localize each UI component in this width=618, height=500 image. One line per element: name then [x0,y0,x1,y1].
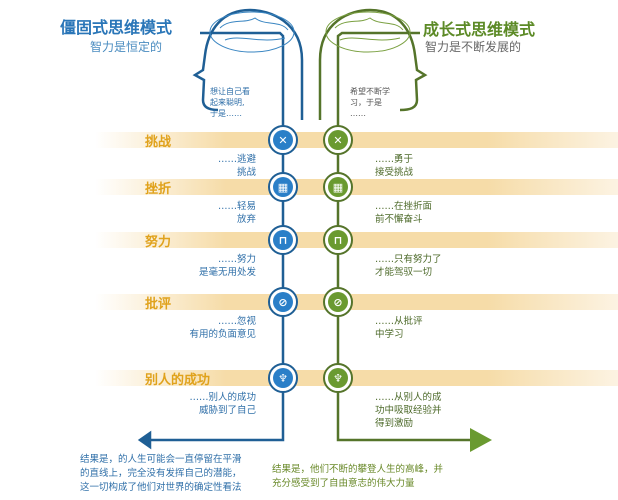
growth-response: ……勇于接受挑战 [375,153,413,179]
response-line: 中学习 [375,329,404,340]
response-line: 接受挑战 [375,167,414,178]
row-label: 挑战 [145,135,172,150]
growth-mindset-subtitle: 智力是不断发展的 [425,40,522,54]
response-line: ……努力 [217,254,256,265]
fixed-response: ……努力是毫无用处发 [199,253,256,279]
thought-line: …… [350,109,366,118]
growth-lungs-icon: ♆ [323,363,353,393]
row-label: 批评 [145,297,172,312]
response-line: ……从别人的成 [375,392,442,403]
growth-arrows-cross-icon: ✕ [323,125,353,155]
fixed-prohibited-icon: ⊘ [268,287,298,317]
response-line: 是毫无用处发 [198,267,256,278]
response-line: 挑战 [236,167,256,178]
row-band [95,132,618,148]
response-line: 放弃 [236,214,256,225]
fixed-response: ……别人的成功威胁到了自己 [189,391,256,417]
fixed-arrows-cross-icon: ✕ [268,125,298,155]
response-line: ……从批评 [375,316,423,327]
fixed-lungs-icon: ♆ [268,363,298,393]
thought-line: 于是…… [210,109,242,118]
growth-mindset-title: 成长式思维模式 [423,20,536,39]
response-line: 才能驾驭一切 [375,267,433,278]
fixed-brain-icon [209,11,295,53]
fixed-head-outline [137,8,304,450]
growth-weightlift-icon: ⊓ [323,225,353,255]
growth-brain-icon [325,11,411,53]
fixed-response: ……忽视有用的负面意见 [189,315,256,341]
fixed-brick-wall-icon: ▦ [268,172,298,202]
row-label: 别人的成功 [145,373,211,388]
response-line: ……别人的成功 [189,392,256,403]
response-line: ……轻易 [217,201,256,212]
fixed-response: ……轻易放弃 [218,200,256,226]
fixed-result: 结果是，的人生可能会一直停留在平滑的直线上，完全没有发挥自己的潜能，这一切构成了… [80,454,242,493]
growth-thought: 希望不断学 习，于是 …… [350,86,390,119]
growth-response: ……从批评中学习 [375,315,423,341]
fixed-response: ……逃避挑战 [218,153,256,179]
growth-response: ……从别人的成 功中吸取经验并 得到激励 [375,391,442,430]
growth-prohibited-icon: ⊘ [323,287,353,317]
row-band [95,294,618,310]
fixed-mindset-subtitle: 智力是恒定的 [90,40,163,54]
thought-line: 起来聪明, [210,98,245,107]
row-band [95,370,618,386]
response-line: ……在挫折面 [375,201,433,212]
response-line: 有用的负面意见 [189,329,256,340]
response-line: 威胁到了自己 [198,405,256,416]
row-band [95,232,618,248]
thought-line: 习，于是 [350,98,382,107]
fixed-weightlift-icon: ⊓ [268,225,298,255]
response-line: 得到激励 [375,418,414,429]
growth-response: ……只有努力了 才能驾驭一切 [375,253,442,279]
growth-brick-wall-icon: ▦ [323,172,353,202]
response-line: ……忽视 [217,316,256,327]
response-line: ……逃避 [217,154,256,165]
fixed-mindset-title: 僵固式思维模式 [60,18,173,37]
growth-response: ……在挫折面 前不懈奋斗 [375,200,432,226]
response-line: 功中吸取经验并 [375,405,442,416]
fixed-thought: 想让自己看 起来聪明, 于是…… [210,86,250,119]
growth-result: 结果是，他们不断的攀登人生的高峰，并充分感受到了自由意志的伟大力量 [272,464,444,489]
response-line: ……只有努力了 [375,254,442,265]
row-label: 挫折 [145,182,172,197]
response-line: ……勇于 [375,154,414,165]
growth-head-outline [318,8,492,452]
row-label: 努力 [145,235,172,250]
thought-line: 想让自己看 [210,87,250,96]
row-band [95,179,618,195]
thought-line: 希望不断学 [350,87,390,96]
response-line: 前不懈奋斗 [375,214,423,225]
